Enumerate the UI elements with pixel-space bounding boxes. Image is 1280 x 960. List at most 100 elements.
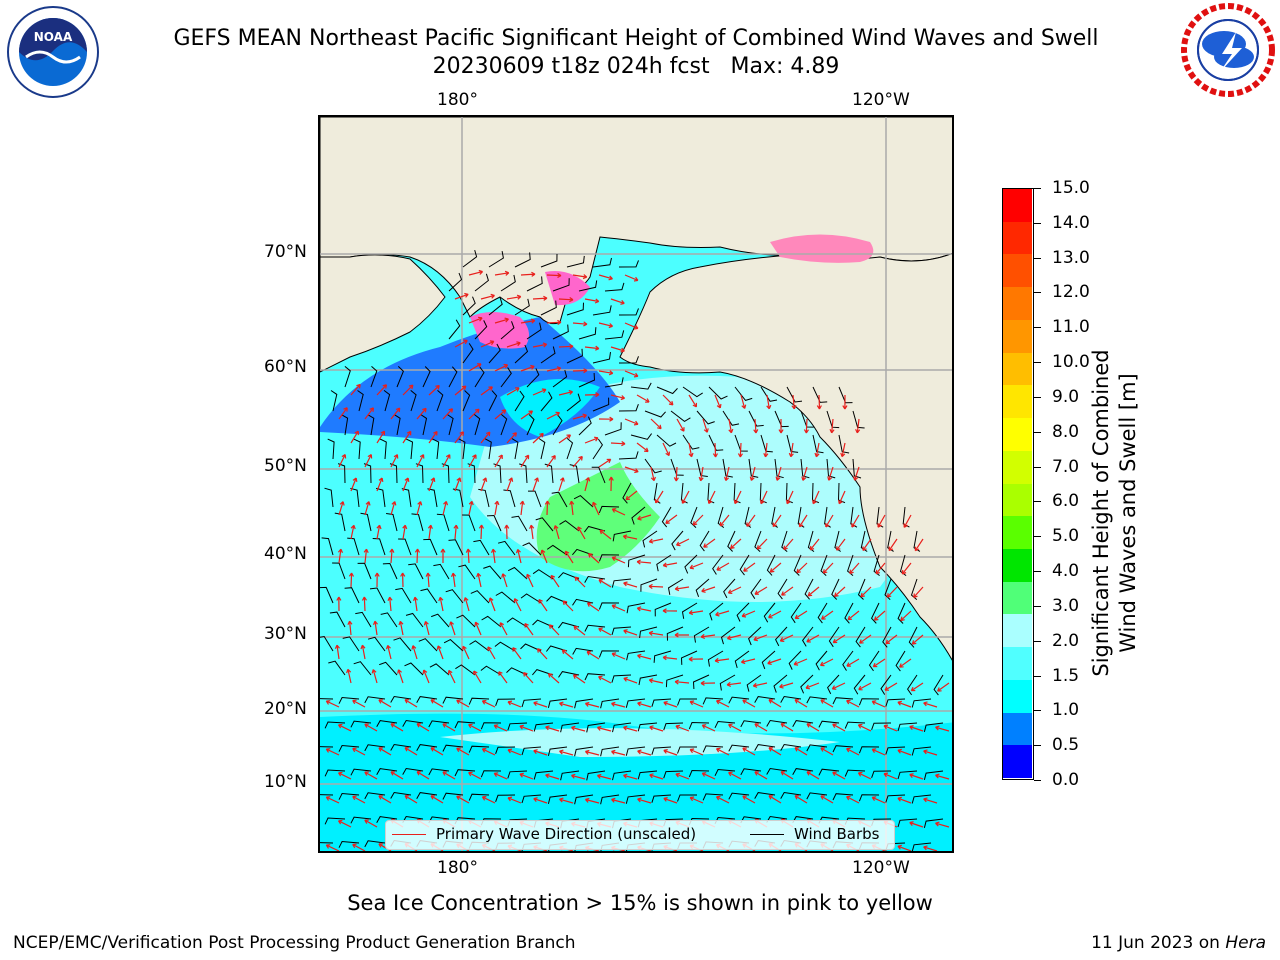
wind-barb bbox=[611, 674, 632, 683]
wave-direction-arrow bbox=[529, 524, 535, 540]
wind-barb bbox=[574, 746, 594, 757]
wind-barb bbox=[448, 272, 463, 292]
wind-barb bbox=[651, 746, 672, 755]
wave-direction-arrow bbox=[673, 466, 679, 482]
wave-direction-arrow bbox=[675, 772, 690, 780]
wind-barb bbox=[771, 506, 778, 528]
wind-barb bbox=[324, 817, 346, 825]
wave-direction-arrow bbox=[376, 524, 382, 540]
wind-barb bbox=[871, 722, 892, 730]
wave-direction-arrow bbox=[480, 386, 493, 396]
wind-barb bbox=[656, 386, 678, 395]
wave-direction-arrow bbox=[788, 442, 794, 458]
wind-barb bbox=[642, 530, 658, 548]
wave-direction-arrow bbox=[519, 772, 534, 780]
wave-direction-arrow bbox=[558, 297, 574, 303]
wind-barb bbox=[320, 698, 334, 700]
wave-direction-arrow bbox=[506, 387, 520, 396]
wind-barb bbox=[612, 770, 632, 781]
wave-direction-arrow bbox=[387, 596, 393, 612]
wind-barb bbox=[443, 638, 464, 652]
wind-barb bbox=[462, 249, 478, 268]
wave-direction-arrow bbox=[624, 322, 639, 330]
moderate-wave-band bbox=[440, 728, 840, 757]
wind-barb bbox=[551, 491, 568, 508]
wave-direction-arrow bbox=[325, 796, 340, 804]
wave-direction-arrow bbox=[481, 748, 496, 756]
legend-wave-label: Primary Wave Direction (unscaled) bbox=[436, 825, 697, 843]
wind-barb bbox=[560, 770, 580, 781]
wind-barb bbox=[390, 791, 412, 799]
wind-barb bbox=[618, 404, 639, 412]
noaa-logo-icon: NOAA bbox=[7, 6, 99, 98]
wind-barb bbox=[341, 414, 349, 436]
wave-direction-arrow bbox=[465, 548, 471, 564]
wind-barb bbox=[547, 794, 568, 805]
wind-barb bbox=[483, 565, 502, 580]
wind-barb bbox=[667, 578, 684, 595]
wind-barb bbox=[774, 458, 784, 479]
wave-direction-arrow bbox=[338, 407, 348, 420]
wave-direction-arrow bbox=[859, 634, 872, 644]
wind-barb bbox=[806, 792, 828, 800]
wind-barb bbox=[488, 390, 498, 412]
wave-direction-arrow bbox=[473, 670, 482, 684]
colorbar-tick-label: 7.0 bbox=[1052, 456, 1080, 477]
colorbar-tick-label: 1.5 bbox=[1052, 665, 1080, 686]
wind-barb bbox=[746, 674, 762, 692]
wave-direction-arrow bbox=[871, 796, 886, 804]
wave-direction-arrow bbox=[798, 514, 808, 528]
wave-direction-arrow bbox=[558, 343, 574, 349]
map-panel[interactable]: Primary Wave Direction (unscaled) Wind B… bbox=[318, 115, 954, 853]
wind-barb bbox=[405, 612, 424, 628]
wind-barb bbox=[640, 578, 658, 592]
wind-barb bbox=[462, 343, 474, 364]
wave-direction-arrow bbox=[842, 394, 848, 410]
legend-barb-swatch bbox=[750, 833, 784, 835]
wind-barb bbox=[804, 578, 814, 600]
wave-direction-arrow bbox=[812, 490, 820, 505]
wind-barb bbox=[591, 466, 606, 484]
wave-direction-arrow bbox=[860, 586, 872, 598]
wave-direction-arrow bbox=[624, 466, 639, 474]
wave-direction-arrow bbox=[923, 701, 938, 708]
wave-direction-arrow bbox=[507, 796, 522, 804]
wave-direction-arrow bbox=[796, 562, 808, 574]
wave-direction-arrow bbox=[637, 514, 652, 521]
wind-barb bbox=[342, 636, 360, 652]
wave-direction-arrow bbox=[507, 700, 522, 708]
wind-barb bbox=[396, 366, 404, 388]
colorbar-tick-label: 0.5 bbox=[1052, 735, 1080, 756]
wind-barb bbox=[416, 744, 438, 751]
wind-barb bbox=[468, 745, 490, 753]
wind-barb bbox=[364, 840, 386, 848]
wind-barb bbox=[682, 386, 703, 398]
colorbar-tick-mark bbox=[1034, 640, 1041, 642]
colorbar-tick-mark bbox=[1034, 571, 1041, 573]
wind-barb bbox=[526, 322, 542, 340]
wind-barb bbox=[844, 721, 866, 729]
wave-direction-arrow bbox=[520, 271, 536, 277]
wind-barb bbox=[604, 282, 625, 292]
wave-direction-arrow bbox=[558, 477, 565, 492]
wave-direction-arrow bbox=[584, 345, 600, 351]
wave-direction-arrow bbox=[783, 538, 794, 551]
wave-direction-arrow bbox=[909, 725, 924, 732]
wind-barb bbox=[540, 391, 553, 412]
wind-barb bbox=[827, 674, 840, 695]
wave-direction-arrow bbox=[352, 699, 366, 708]
colorbar-tick-label: 2.0 bbox=[1052, 630, 1080, 651]
wave-direction-arrow bbox=[862, 538, 872, 551]
colorbar-tick-mark bbox=[1034, 431, 1041, 433]
wind-barb bbox=[429, 663, 450, 676]
wave-direction-arrow bbox=[779, 634, 794, 642]
wind-barb bbox=[807, 530, 815, 552]
wind-barb bbox=[495, 698, 516, 706]
wave-direction-arrow bbox=[506, 477, 514, 492]
wind-barb bbox=[800, 674, 814, 694]
colorbar-tick-label: 15.0 bbox=[1052, 178, 1090, 198]
lon-label-top-120w: 120°W bbox=[852, 90, 910, 110]
wave-direction-arrow bbox=[428, 384, 440, 396]
wave-direction-arrow bbox=[803, 418, 809, 434]
wave-direction-arrow bbox=[608, 476, 614, 492]
